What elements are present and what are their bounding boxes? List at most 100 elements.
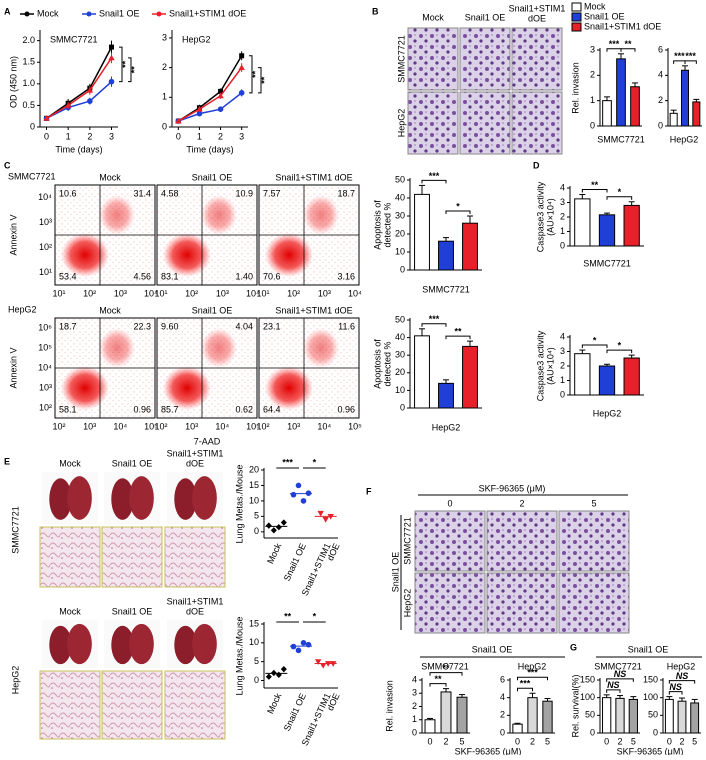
y-tick-label: 10⁴ (38, 362, 52, 372)
column-label: Mock (59, 458, 81, 468)
point (305, 641, 312, 648)
column-label: Snail1+STIM1 (167, 448, 224, 458)
bar (677, 700, 687, 734)
y-tick-label: 20 (249, 464, 259, 474)
x-tick-label: 10² (287, 288, 300, 298)
x-tick-label: 10³ (83, 421, 96, 431)
row-label: SMMC7721 (402, 517, 412, 565)
bar (623, 204, 640, 247)
quadrant-value: 53.4 (59, 271, 77, 281)
legend-label: Snail1+STIM1 dOE (169, 8, 246, 18)
point (322, 517, 329, 523)
significance: ** (442, 663, 450, 673)
chart-title: HepG2 (667, 661, 696, 671)
significance: * (618, 341, 622, 351)
x-tick-label: 2 (218, 131, 223, 141)
micrograph (39, 670, 101, 740)
plot-title: Snail1+STIM1 dOE (275, 172, 352, 182)
significance: * (618, 187, 622, 197)
x-tick-label: 3 (239, 131, 244, 141)
significance-bracket (606, 678, 634, 682)
bar (615, 697, 625, 734)
plot-title: Snail1 OE (192, 172, 233, 182)
y-tick-label: 2 (412, 701, 417, 711)
micrograph (511, 91, 563, 155)
legend-marker (86, 11, 92, 17)
quadrant-value: 23.1 (263, 321, 281, 331)
significance: NS (607, 680, 620, 690)
quadrant-value: 1.40 (235, 271, 253, 281)
x-tick-label: 10³ (318, 288, 331, 298)
row-label: HepG2 (396, 109, 406, 138)
bar (574, 353, 591, 396)
significance-bracket (606, 689, 621, 693)
significance: *** (674, 51, 685, 61)
y-tick-label: 30 (395, 210, 405, 220)
y-tick-label: 100 (580, 692, 595, 702)
micrograph (101, 526, 163, 588)
significance: *** (685, 51, 696, 61)
quadrant-value: 10.9 (235, 188, 253, 198)
significance-bracket (258, 67, 262, 94)
y-tick-label: 1 (560, 226, 565, 236)
bar (630, 86, 640, 127)
y-tick-label: 0 (30, 121, 35, 131)
significance: *** (282, 457, 293, 467)
lung (192, 476, 217, 520)
micrograph (459, 27, 511, 91)
micrograph (558, 572, 630, 634)
series-line (178, 92, 243, 122)
column-label: dOE (186, 458, 204, 468)
point (275, 671, 282, 679)
x-tick-label: 1 (197, 131, 202, 141)
y-axis-label: Lung Metas./Mouse (234, 616, 244, 695)
column-label: dOE (186, 606, 204, 616)
significance-bracket (517, 687, 533, 692)
row-label: SMMC7721 (396, 35, 406, 83)
y-axis-label: detected % (382, 202, 392, 247)
bar (690, 702, 700, 734)
x-tick-label: 10² (256, 421, 269, 431)
point (275, 523, 282, 531)
x-axis-label: 7-AAD (194, 436, 221, 446)
marker (196, 110, 203, 117)
y-tick-label: 1.0 (22, 78, 35, 88)
y-tick-label: 0 (653, 727, 658, 737)
quadrant-value: 83.1 (161, 271, 179, 281)
y-tick-label: 50 (648, 710, 658, 720)
x-tick-label: 5 (631, 736, 636, 746)
bar (602, 697, 612, 734)
y-tick-label: 10² (39, 242, 52, 252)
marker (196, 105, 203, 112)
y-tick-label: 1 (162, 92, 167, 102)
chart-title: SMMC7721 (594, 661, 642, 671)
x-tick-label: 2 (87, 131, 92, 141)
marker (175, 117, 182, 124)
group-title: Snail1 OE (628, 644, 669, 654)
y-axis-label: Caspase3 activity (535, 330, 545, 401)
bar (440, 691, 452, 734)
bar (438, 240, 454, 271)
point (265, 673, 272, 680)
x-tick-label: 10⁴ (215, 421, 229, 431)
flow-cloud (163, 233, 211, 277)
plot-title: Snail1 OE (192, 305, 233, 315)
marker (109, 44, 114, 50)
significance-bracket (684, 60, 697, 64)
point (319, 663, 327, 669)
marker (217, 92, 224, 99)
y-tick-label: 2.0 (22, 35, 35, 45)
flow-cloud (61, 366, 109, 410)
x-axis-label: Time (days) (186, 144, 233, 154)
micrograph (414, 572, 486, 634)
y-tick-label: 150 (580, 674, 595, 684)
significance-bracket (429, 683, 447, 687)
legend-label: Mock (584, 1, 606, 11)
y-tick-label: 3 (560, 197, 565, 207)
y-tick-label: 4 (560, 331, 565, 341)
significance: * (456, 201, 460, 211)
x-tick-label: 10³ (114, 288, 127, 298)
quadrant-value: 22.3 (133, 321, 151, 331)
legend-marker (156, 11, 162, 17)
significance-bracket (668, 691, 683, 695)
